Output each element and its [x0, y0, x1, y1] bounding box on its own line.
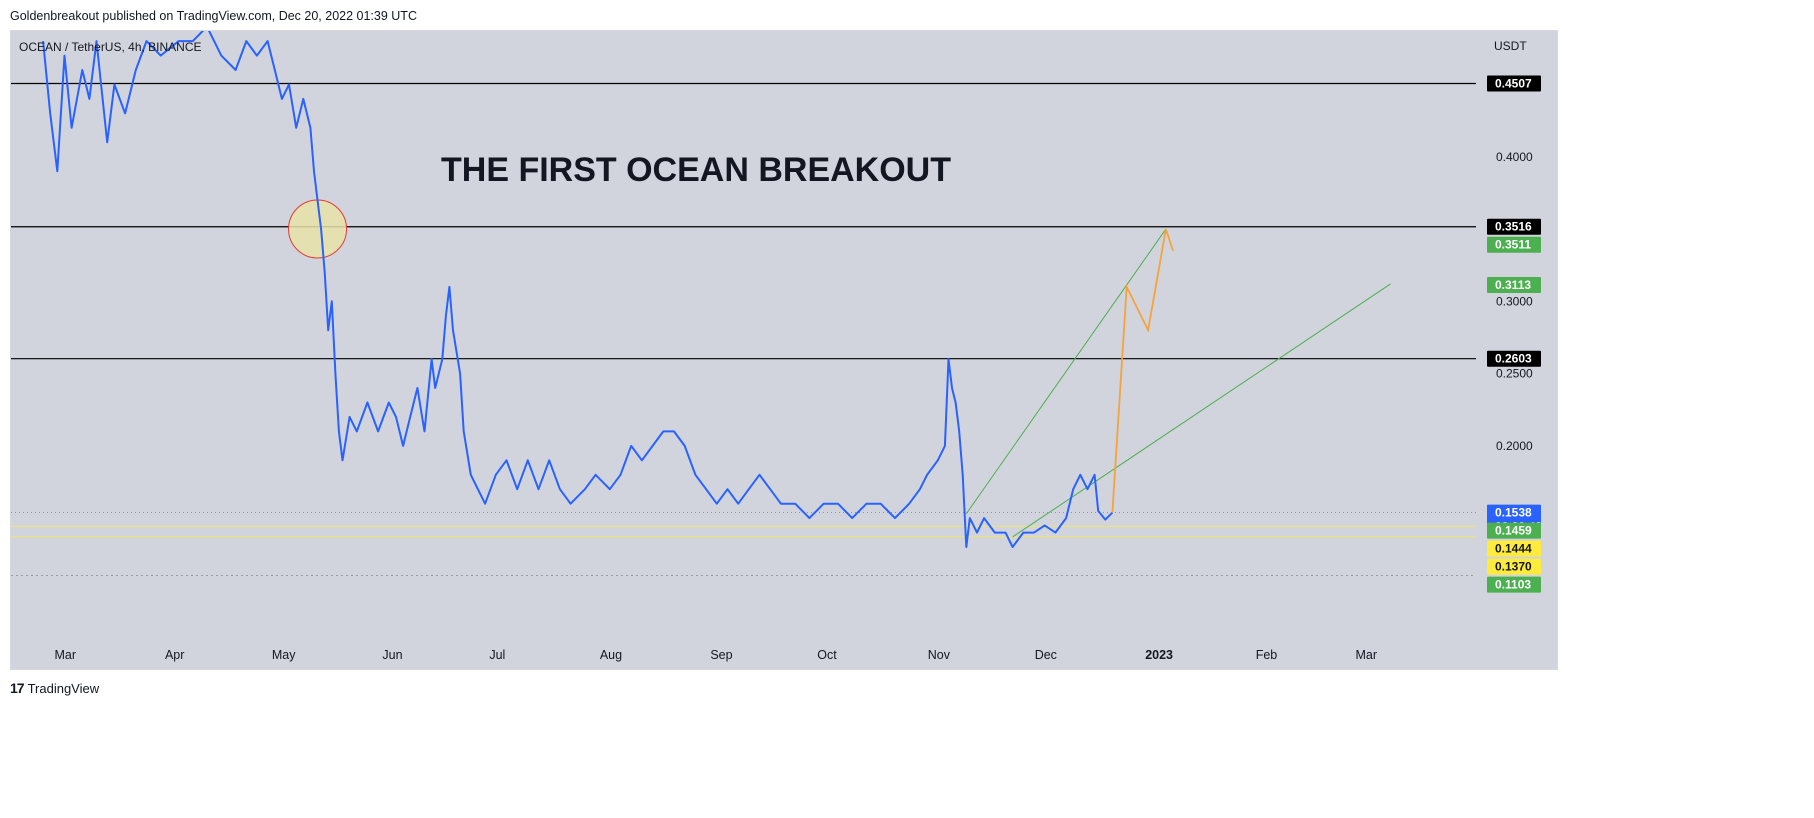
price-label-box	[1487, 350, 1541, 367]
projection-path	[1111, 228, 1174, 513]
tradingview-logo-icon[interactable]: 17	[10, 680, 25, 696]
price-label-text: 0.4507	[1495, 76, 1532, 90]
x-tick-label: Jun	[382, 648, 402, 662]
x-tick-label: Mar	[1356, 648, 1378, 662]
y-tick-label: 0.2500	[1496, 367, 1533, 381]
price-label-text: 0.1103	[1495, 578, 1531, 592]
x-tick-label: Nov	[928, 648, 951, 662]
price-label-text: 0.1444	[1495, 542, 1532, 556]
trendline	[965, 228, 1167, 515]
price-label-box	[1487, 75, 1541, 92]
price-label-text: 0.3113	[1495, 278, 1531, 292]
trendline	[1012, 283, 1391, 538]
price-label-text: 0.1370	[1495, 560, 1532, 574]
footer: 17 TradingView	[10, 680, 99, 696]
price-label-box	[1487, 576, 1541, 593]
price-label-box	[1487, 558, 1541, 575]
chart-background	[11, 31, 1557, 669]
y-tick-label: 0.2000	[1496, 439, 1533, 453]
price-label-box	[1487, 236, 1541, 253]
x-tick-label: Aug	[600, 648, 622, 662]
publisher-header: Goldenbreakout published on TradingView.…	[10, 9, 417, 23]
price-label-box	[1487, 540, 1541, 557]
price-series-line	[42, 31, 1114, 548]
chart-frame[interactable]: OCEAN / TetherUS, 4h, BINANCE THE FIRST O…	[10, 30, 1558, 670]
x-tick-label: Apr	[165, 648, 184, 662]
price-label-text: 0.2603	[1495, 352, 1532, 366]
price-label-box	[1487, 276, 1541, 293]
symbol-label: OCEAN / TetherUS, 4h, BINANCE	[19, 40, 202, 54]
circle-marker	[288, 199, 348, 259]
x-tick-label: Jul	[489, 648, 505, 662]
currency-label: USDT	[1494, 39, 1527, 53]
price-label-text: 0.1459	[1495, 524, 1532, 538]
x-tick-label: 2023	[1145, 648, 1173, 662]
x-tick-label: Oct	[817, 648, 837, 662]
x-tick-label: May	[272, 648, 296, 662]
footer-brand: TradingView	[27, 680, 100, 696]
x-tick-label: Dec	[1035, 648, 1057, 662]
price-label-text: 0.3511	[1495, 238, 1531, 252]
annotation-text: THE FIRST OCEAN BREAKOUT	[441, 151, 951, 189]
price-label-box	[1487, 218, 1541, 235]
price-chart[interactable]: OCEAN / TetherUS, 4h, BINANCE THE FIRST O…	[11, 31, 1557, 669]
y-tick-label: 0.3000	[1496, 294, 1533, 308]
price-label-box	[1487, 522, 1541, 539]
x-tick-label: Sep	[710, 648, 732, 662]
x-tick-label: Feb	[1256, 648, 1278, 662]
y-tick-label: 0.4000	[1496, 150, 1533, 164]
price-label-text: 0.3516	[1495, 220, 1532, 234]
price-label-text: 0.1538	[1495, 506, 1532, 520]
x-tick-label: Mar	[54, 648, 76, 662]
